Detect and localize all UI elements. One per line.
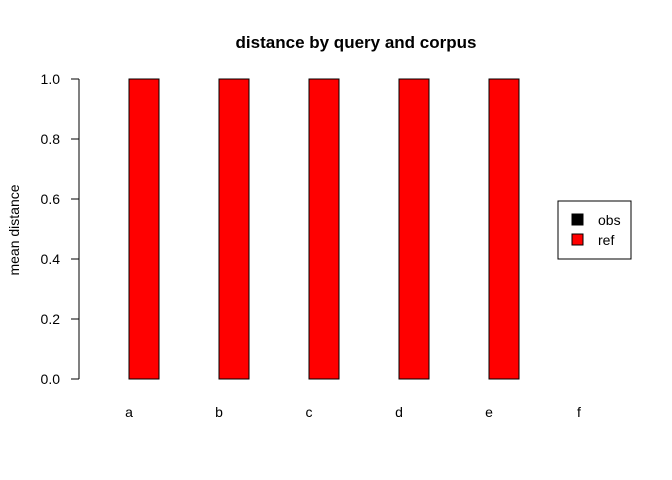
bar-ref-c xyxy=(308,78,340,380)
legend-label-ref: ref xyxy=(598,232,614,248)
y-tick-label: 0.2 xyxy=(41,311,61,327)
y-tick-label: 0.0 xyxy=(41,371,61,387)
x-tick-label: a xyxy=(125,404,133,420)
legend-swatch-ref xyxy=(571,233,584,246)
y-tick-label: 0.4 xyxy=(41,251,61,267)
legend: obs ref xyxy=(557,200,632,260)
y-tick-label: 0.6 xyxy=(41,191,61,207)
legend-swatch-obs xyxy=(571,213,584,226)
x-tick-label: d xyxy=(395,404,403,420)
x-tick-label: e xyxy=(485,404,493,420)
y-tick-label: 0.8 xyxy=(41,131,61,147)
bar-ref-a xyxy=(128,78,160,380)
chart-title: distance by query and corpus xyxy=(236,33,477,52)
x-axis-labels: a b c d e f xyxy=(125,404,581,420)
x-tick-label: c xyxy=(306,404,313,420)
y-axis-label: mean distance xyxy=(6,184,22,275)
y-axis: 0.0 0.2 0.4 0.6 0.8 1.0 xyxy=(41,71,80,387)
bars xyxy=(128,78,520,380)
legend-box xyxy=(557,200,632,260)
bar-ref-d xyxy=(398,78,430,380)
bar-ref-e xyxy=(488,78,520,380)
x-tick-label: f xyxy=(577,404,581,420)
bar-ref-b xyxy=(218,78,250,380)
y-tick-label: 1.0 xyxy=(41,71,61,87)
x-tick-label: b xyxy=(215,404,223,420)
legend-label-obs: obs xyxy=(598,212,621,228)
